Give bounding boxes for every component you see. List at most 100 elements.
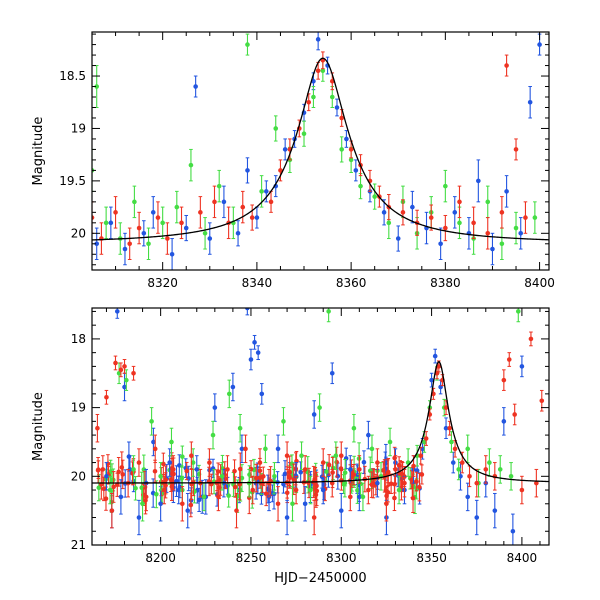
data-point	[513, 147, 519, 152]
series-1	[92, 33, 538, 261]
data-point	[194, 467, 200, 472]
cloud-data-point	[215, 469, 221, 474]
data-point	[219, 474, 225, 479]
data-point	[212, 405, 218, 410]
data-point	[483, 467, 489, 472]
data-point	[114, 309, 120, 314]
data-point	[476, 178, 481, 184]
data-point	[127, 241, 132, 247]
data-point	[432, 353, 438, 359]
data-point	[155, 215, 161, 220]
cloud-data-point	[253, 475, 259, 481]
data-point	[95, 425, 100, 431]
data-point	[132, 199, 137, 205]
data-point	[375, 480, 380, 486]
data-point	[339, 115, 345, 121]
data-point	[146, 241, 151, 247]
data-point	[384, 501, 389, 507]
data-point	[190, 460, 196, 465]
cloud-data-point	[111, 484, 116, 490]
data-point	[109, 508, 115, 513]
data-point	[474, 480, 480, 486]
data-point	[457, 199, 462, 205]
cloud-data-point	[369, 482, 374, 487]
data-point	[333, 453, 339, 458]
model-curve	[92, 57, 549, 241]
data-point	[108, 220, 114, 226]
data-point	[149, 419, 154, 424]
data-point	[122, 364, 127, 369]
x-tick-label: 8400	[524, 276, 555, 290]
data-point	[485, 231, 491, 236]
data-point	[136, 460, 142, 465]
data-point	[118, 494, 124, 500]
data-point	[226, 391, 232, 397]
data-point	[275, 446, 281, 452]
data-point	[351, 425, 357, 431]
data-point	[185, 508, 191, 513]
y-tick-label: 19.5	[59, 174, 86, 188]
cloud-data-point	[284, 490, 290, 496]
data-point	[248, 357, 254, 362]
data-point	[519, 364, 525, 369]
data-point	[94, 84, 100, 89]
data-point	[284, 453, 290, 458]
data-point	[513, 225, 519, 231]
cloud-data-point	[177, 463, 182, 468]
data-point	[459, 460, 465, 465]
data-point	[207, 460, 212, 465]
data-point	[306, 99, 312, 105]
data-point	[124, 377, 129, 383]
data-point	[532, 215, 538, 220]
data-point	[302, 467, 308, 472]
x-tick-label: 8360	[336, 276, 367, 290]
data-point	[302, 501, 308, 507]
data-point	[136, 515, 142, 520]
data-point	[311, 515, 317, 520]
data-point	[447, 425, 452, 431]
data-point	[381, 210, 387, 215]
data-point	[499, 210, 505, 215]
data-point	[443, 183, 448, 189]
data-point	[510, 528, 516, 534]
y-tick-label: 19	[71, 121, 86, 135]
cloud-data-point	[314, 483, 319, 489]
data-point	[151, 439, 156, 445]
data-point	[338, 508, 344, 513]
data-point	[465, 446, 471, 452]
data-point	[528, 336, 534, 342]
cloud-data-point	[96, 467, 101, 472]
x-tick-label: 8340	[242, 276, 273, 290]
x-tick-label: 8320	[147, 276, 178, 290]
cloud-data-point	[126, 454, 132, 459]
data-point	[436, 364, 442, 369]
cloud-data-point	[326, 462, 332, 468]
x-tick-label: 8200	[145, 551, 176, 565]
data-point	[501, 419, 507, 424]
data-point	[465, 494, 471, 500]
data-point	[212, 199, 217, 205]
data-point	[254, 215, 260, 220]
data-point	[527, 99, 533, 105]
cloud-data-point	[334, 459, 339, 465]
x-tick-label: 8380	[430, 276, 461, 290]
data-point	[329, 94, 335, 100]
cloud-data-point	[355, 488, 360, 493]
data-point	[273, 126, 279, 131]
cloud-data-point	[216, 485, 222, 490]
cloud-data-point	[312, 477, 318, 482]
data-point	[400, 210, 406, 215]
y-axis: 18 19 20 21	[71, 310, 549, 552]
data-point	[467, 474, 472, 479]
data-point	[268, 199, 274, 205]
data-marks	[92, 308, 549, 545]
data-point	[245, 168, 250, 173]
data-point	[457, 220, 462, 226]
cloud-data-point	[298, 469, 303, 475]
data-point	[234, 508, 239, 513]
data-point	[198, 210, 203, 215]
data-point	[348, 494, 353, 500]
data-point	[474, 515, 480, 520]
y-axis-label: Magnitude	[31, 392, 46, 461]
data-point	[515, 309, 521, 314]
